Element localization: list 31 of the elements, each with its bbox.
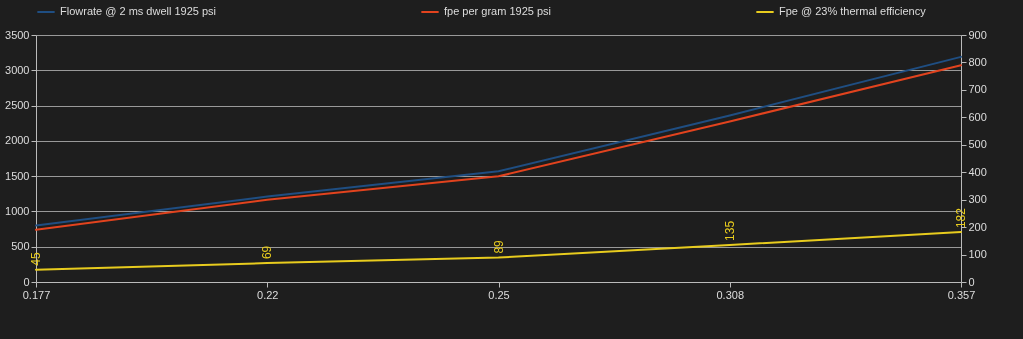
data-label: 89 xyxy=(491,239,506,254)
y2-tick-label: 100 xyxy=(968,248,987,261)
x-tick-label: 0.22 xyxy=(257,288,279,301)
y2-tick-label: 400 xyxy=(968,165,987,178)
y-tick-label: 3000 xyxy=(5,63,30,76)
legend-label: Fpe @ 23% thermal efficiency xyxy=(779,5,927,17)
x-tick-label: 0.177 xyxy=(22,288,51,301)
legend-label: Flowrate @ 2 ms dwell 1925 psi xyxy=(60,5,217,17)
y-tick-label: 500 xyxy=(11,240,30,253)
y2-tick-label: 200 xyxy=(968,220,987,233)
y2-tick-label: 700 xyxy=(968,83,987,96)
legend-label: fpe per gram 1925 psi xyxy=(444,5,552,17)
x-tick-label: 0.308 xyxy=(716,288,745,301)
y-tick-label: 2500 xyxy=(5,99,30,112)
y2-tick-label: 600 xyxy=(968,110,987,123)
y-tick-label: 2000 xyxy=(5,134,30,147)
y-tick-label: 1000 xyxy=(5,204,30,217)
data-label: 45 xyxy=(29,251,43,266)
y-tick-label: 1500 xyxy=(5,169,30,182)
y2-tick-label: 900 xyxy=(968,28,987,41)
y2-tick-label: 500 xyxy=(968,138,987,151)
x-tick-label: 0.25 xyxy=(488,288,510,301)
data-label: 135 xyxy=(722,220,737,241)
y2-tick-label: 0 xyxy=(968,275,975,288)
data-label: 69 xyxy=(260,245,275,260)
y2-tick-label: 800 xyxy=(968,55,987,68)
data-label: 182 xyxy=(954,207,968,229)
x-tick-label: 0.357 xyxy=(947,288,976,301)
y-tick-label: 3500 xyxy=(5,28,30,41)
y2-tick-label: 300 xyxy=(968,193,987,206)
y-tick-label: 0 xyxy=(23,275,30,288)
